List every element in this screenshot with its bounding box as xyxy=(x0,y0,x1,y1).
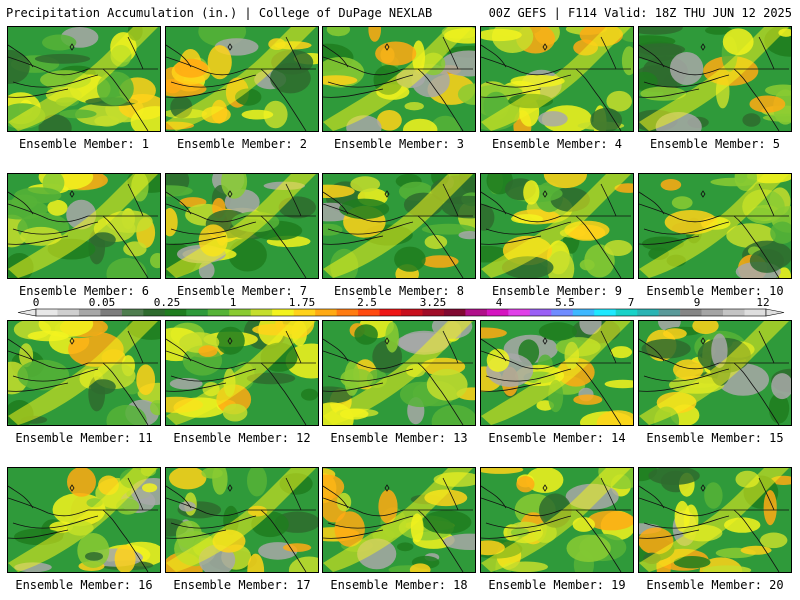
colorbar-swatch xyxy=(615,309,638,316)
colorbar-swatch xyxy=(293,309,316,316)
ensemble-member-map xyxy=(7,173,161,279)
ensemble-member-label: Ensemble Member: 15 xyxy=(646,431,784,445)
colorbar-tick-label: 0.05 xyxy=(88,296,116,309)
colorbar-swatch xyxy=(744,309,767,316)
colorbar-swatch xyxy=(100,309,123,316)
colorbar-arrow-left xyxy=(17,308,37,317)
ensemble-member-map xyxy=(7,467,161,573)
ensemble-member-label: Ensemble Member: 14 xyxy=(488,431,626,445)
ensemble-member-map xyxy=(165,26,319,132)
colorbar-swatch xyxy=(723,309,745,316)
colorbar-swatch xyxy=(401,309,423,316)
colorbar-swatch xyxy=(229,309,252,316)
ensemble-member-map xyxy=(322,173,476,279)
colorbar-swatch xyxy=(358,309,380,316)
ensemble-member-map xyxy=(638,320,792,426)
ensemble-member-label: Ensemble Member: 2 xyxy=(176,137,308,151)
colorbar-swatch xyxy=(658,309,681,316)
colorbar-swatch xyxy=(164,309,187,316)
ensemble-member-map xyxy=(7,320,161,426)
ensemble-member-label: Ensemble Member: 6 xyxy=(18,284,150,298)
colorbar-swatch xyxy=(443,309,466,316)
ensemble-member-map xyxy=(638,467,792,573)
colorbar-tick-label: 0.25 xyxy=(153,296,181,309)
page-title: Precipitation Accumulation (in.) | Colle… xyxy=(6,6,433,20)
ensemble-member-label: Ensemble Member: 8 xyxy=(333,284,465,298)
colorbar-swatch xyxy=(36,309,58,316)
colorbar-swatch xyxy=(78,309,101,316)
ensemble-member-map xyxy=(165,173,319,279)
colorbar-swatch xyxy=(379,309,402,316)
ensemble-member-map xyxy=(322,26,476,132)
ensemble-member-label: Ensemble Member: 1 xyxy=(18,137,150,151)
ensemble-member-label: Ensemble Member: 16 xyxy=(15,578,153,592)
colorbar-swatch xyxy=(680,309,702,316)
ensemble-member-label: Ensemble Member: 3 xyxy=(333,137,465,151)
colorbar-tick-label: 1 xyxy=(229,296,237,309)
ensemble-member-map xyxy=(638,26,792,132)
ensemble-member-label: Ensemble Member: 17 xyxy=(173,578,311,592)
colorbar-swatch xyxy=(186,309,209,316)
colorbar-swatch xyxy=(572,309,595,316)
colorbar-swatch xyxy=(486,309,509,316)
colorbar-tick-label: 1.75 xyxy=(288,296,316,309)
colorbar-swatch xyxy=(551,309,574,316)
ensemble-member-map xyxy=(165,467,319,573)
ensemble-member-map xyxy=(7,26,161,132)
colorbar-swatch xyxy=(250,309,273,316)
colorbar-tick-label: 12 xyxy=(756,296,770,309)
colorbar-tick-label: 3.25 xyxy=(419,296,447,309)
ensemble-member-map xyxy=(480,26,634,132)
colorbar-swatch xyxy=(207,309,230,316)
ensemble-member-label: Ensemble Member: 12 xyxy=(173,431,311,445)
ensemble-member-label: Ensemble Member: 7 xyxy=(176,284,308,298)
colorbar-swatch xyxy=(594,309,617,316)
colorbar-swatch xyxy=(143,309,166,316)
run-info: 00Z GEFS | F114 Valid: 18Z THU JUN 12 20… xyxy=(488,6,792,20)
colorbar-swatch xyxy=(701,309,724,316)
colorbar-swatch xyxy=(508,309,531,316)
ensemble-member-label: Ensemble Member: 18 xyxy=(330,578,468,592)
ensemble-member-map xyxy=(480,467,634,573)
ensemble-member-label: Ensemble Member: 9 xyxy=(491,284,623,298)
colorbar-swatch xyxy=(315,309,337,316)
colorbar-tick-label: 4 xyxy=(495,296,503,309)
ensemble-member-map xyxy=(165,320,319,426)
colorbar-swatch xyxy=(529,309,552,316)
ensemble-member-map xyxy=(322,467,476,573)
colorbar-tick-label: 0 xyxy=(32,296,40,309)
colorbar-arrow-right xyxy=(765,308,785,317)
colorbar-swatch xyxy=(637,309,659,316)
colorbar-tick-label: 5.5 xyxy=(555,296,575,309)
colorbar xyxy=(17,308,785,317)
ensemble-member-map xyxy=(638,173,792,279)
ensemble-member-map xyxy=(322,320,476,426)
ensemble-member-label: Ensemble Member: 13 xyxy=(330,431,468,445)
colorbar-swatch xyxy=(422,309,445,316)
colorbar-swatch xyxy=(57,309,80,316)
ensemble-member-map xyxy=(480,320,634,426)
colorbar-swatch xyxy=(336,309,359,316)
ensemble-member-map xyxy=(480,173,634,279)
colorbar-tick-label: 2.5 xyxy=(357,296,377,309)
ensemble-member-label: Ensemble Member: 4 xyxy=(491,137,623,151)
ensemble-member-label: Ensemble Member: 5 xyxy=(649,137,781,151)
ensemble-member-label: Ensemble Member: 10 xyxy=(646,284,784,298)
ensemble-member-label: Ensemble Member: 11 xyxy=(15,431,153,445)
ensemble-member-label: Ensemble Member: 19 xyxy=(488,578,626,592)
colorbar-swatch xyxy=(121,309,144,316)
ensemble-member-label: Ensemble Member: 20 xyxy=(646,578,784,592)
colorbar-swatch xyxy=(272,309,294,316)
colorbar-tick-label: 9 xyxy=(693,296,701,309)
colorbar-tick-label: 7 xyxy=(627,296,635,309)
colorbar-tick-labels: 0 0.05 0.25 1 1.75 2.5 3.25 4 5.5 7 9 12 xyxy=(0,296,800,310)
colorbar-swatch xyxy=(465,309,488,316)
